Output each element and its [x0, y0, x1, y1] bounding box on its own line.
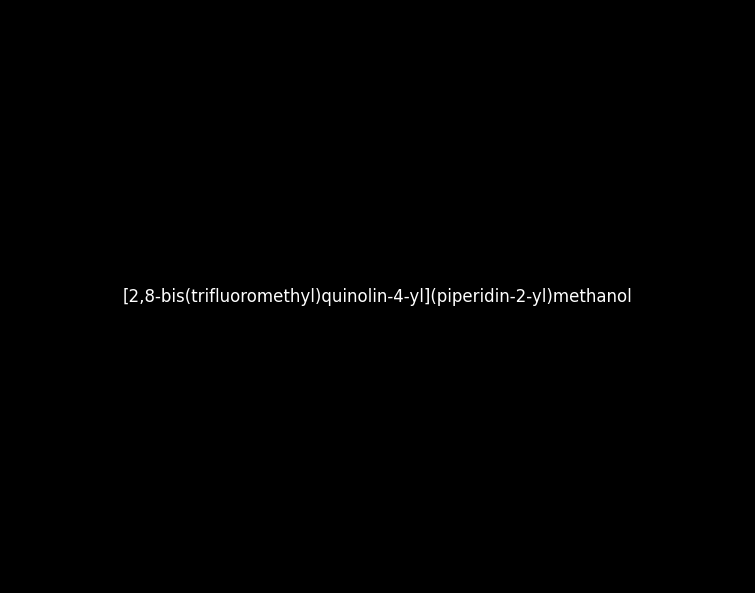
- Text: [2,8-bis(trifluoromethyl)quinolin-4-yl](piperidin-2-yl)methanol: [2,8-bis(trifluoromethyl)quinolin-4-yl](…: [122, 288, 633, 305]
